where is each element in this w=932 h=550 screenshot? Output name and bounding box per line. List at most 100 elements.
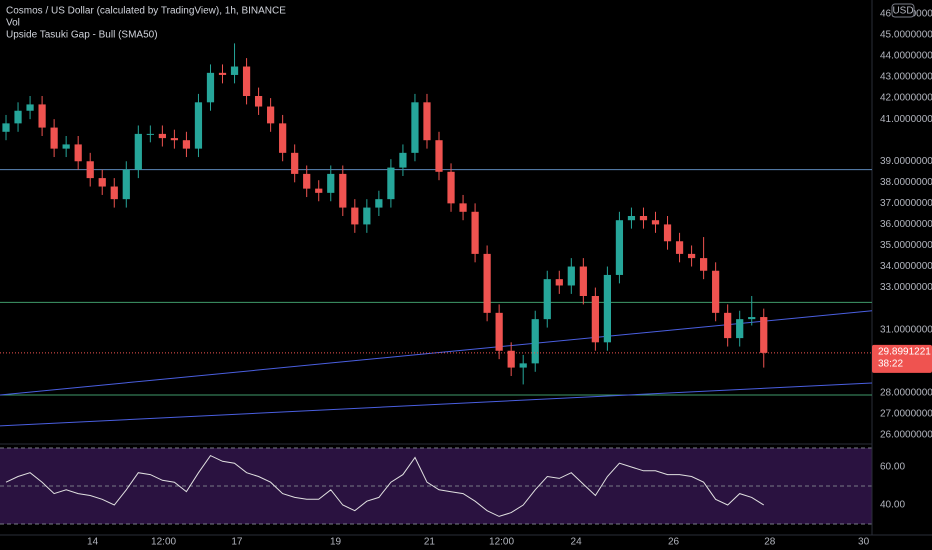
candle-body: [459, 203, 467, 212]
rsi-tick-label: 40.00: [880, 500, 905, 511]
candle-body: [579, 266, 587, 296]
candle-body: [603, 274, 612, 343]
candle-body: [447, 171, 455, 204]
candle-body: [26, 104, 34, 111]
currency[interactable]: USD: [892, 6, 913, 17]
x-tick-label: 19: [330, 537, 342, 548]
candle-body: [170, 138, 179, 141]
candle-body: [736, 319, 744, 339]
candle-body: [627, 216, 636, 221]
x-tick-label: 28: [764, 537, 776, 548]
countdown-label: 38:22: [878, 359, 903, 370]
indicator-label: Upside Tasuki Gap - Bull (SMA50): [6, 30, 158, 41]
candle-body: [182, 140, 191, 149]
y-tick-label: 44.0000000: [880, 51, 932, 62]
candle-body: [615, 220, 624, 275]
candle-body: [122, 169, 130, 200]
x-tick-label: 12:00: [151, 537, 176, 548]
y-tick-label: 39.0000000: [880, 156, 932, 167]
candle-body: [471, 211, 479, 254]
candle-body: [158, 133, 166, 139]
volume-label: Vol: [6, 18, 20, 29]
candle-body: [110, 186, 118, 200]
chart-title: Cosmos / US Dollar (calculated by Tradin…: [6, 6, 286, 17]
candle-body: [315, 188, 323, 193]
candle-body: [567, 266, 575, 286]
y-tick-label: 27.0000000: [880, 409, 932, 420]
candle-body: [279, 123, 287, 153]
candle-body: [303, 173, 311, 189]
candle-body: [98, 178, 106, 187]
candle-body: [351, 207, 359, 225]
rsi-line: [5, 454, 765, 517]
candle-body: [86, 161, 94, 179]
y-tick-label: 42.0000000: [880, 93, 932, 104]
last-price-label: 29.8991221: [878, 347, 931, 358]
candle-body: [687, 253, 696, 259]
candle-body: [591, 296, 599, 343]
candle-body: [712, 270, 720, 313]
candle-body: [435, 140, 443, 172]
x-tick-label: 12:00: [489, 537, 514, 548]
y-tick-label: 38.0000000: [880, 177, 932, 188]
candle-body: [146, 133, 154, 135]
candle-body: [519, 363, 527, 368]
y-tick-label: 37.0000000: [880, 198, 932, 209]
x-tick-label: 30: [858, 537, 870, 548]
candle-body: [218, 72, 227, 75]
candle-body: [267, 106, 275, 124]
candle-body: [230, 66, 239, 75]
y-tick-label: 45.0000000: [880, 30, 932, 41]
candle-body: [675, 241, 684, 254]
candle-body: [700, 258, 708, 271]
candle-body: [62, 144, 70, 149]
y-tick-label: 41.0000000: [880, 114, 932, 125]
candle-body: [531, 319, 539, 364]
candle-body: [423, 102, 431, 141]
y-tick-label: 33.0000000: [880, 282, 932, 293]
candle-body: [507, 350, 515, 368]
y-tick-label: 35.0000000: [880, 240, 932, 251]
candle-body: [74, 144, 82, 162]
candle-body: [724, 312, 732, 339]
candle-body: [663, 224, 672, 242]
y-tick-label: 34.0000000: [880, 261, 932, 272]
candle-body: [194, 102, 203, 149]
candle-body: [399, 152, 407, 168]
y-tick-label: 43.0000000: [880, 72, 932, 83]
candle-body: [760, 317, 768, 353]
x-tick-label: 24: [571, 537, 583, 548]
candle-body: [242, 66, 251, 96]
candle-body: [411, 102, 419, 153]
candle-body: [748, 317, 756, 320]
candle-body: [363, 207, 371, 225]
x-tick-label: 14: [87, 537, 99, 548]
y-tick-label: 28.0000000: [880, 387, 932, 398]
last-price-box: [872, 344, 932, 373]
rsi-tick-label: 60.00: [880, 462, 905, 473]
currency-button[interactable]: [891, 3, 915, 18]
x-tick-label: 21: [424, 537, 436, 548]
x-tick-label: 26: [668, 537, 680, 548]
x-tick-label: 17: [231, 537, 243, 548]
y-tick-label: 31.0000000: [880, 324, 932, 335]
candle-body: [2, 123, 10, 132]
candle-body: [50, 127, 58, 149]
candle-body: [206, 72, 215, 103]
candle-body: [495, 312, 503, 351]
trend-line: [0, 382, 873, 427]
candle-body: [483, 253, 491, 313]
candle-body: [14, 110, 22, 124]
candle-body: [375, 199, 383, 208]
candle-body: [555, 279, 563, 286]
candle-body: [339, 173, 347, 208]
candle-body: [543, 279, 551, 320]
candle-body: [651, 220, 660, 225]
y-tick-label: 36.0000000: [880, 219, 932, 230]
candle-body: [387, 167, 395, 200]
candle-body: [639, 216, 648, 221]
candle-body: [327, 173, 335, 193]
candle-body: [254, 96, 263, 107]
